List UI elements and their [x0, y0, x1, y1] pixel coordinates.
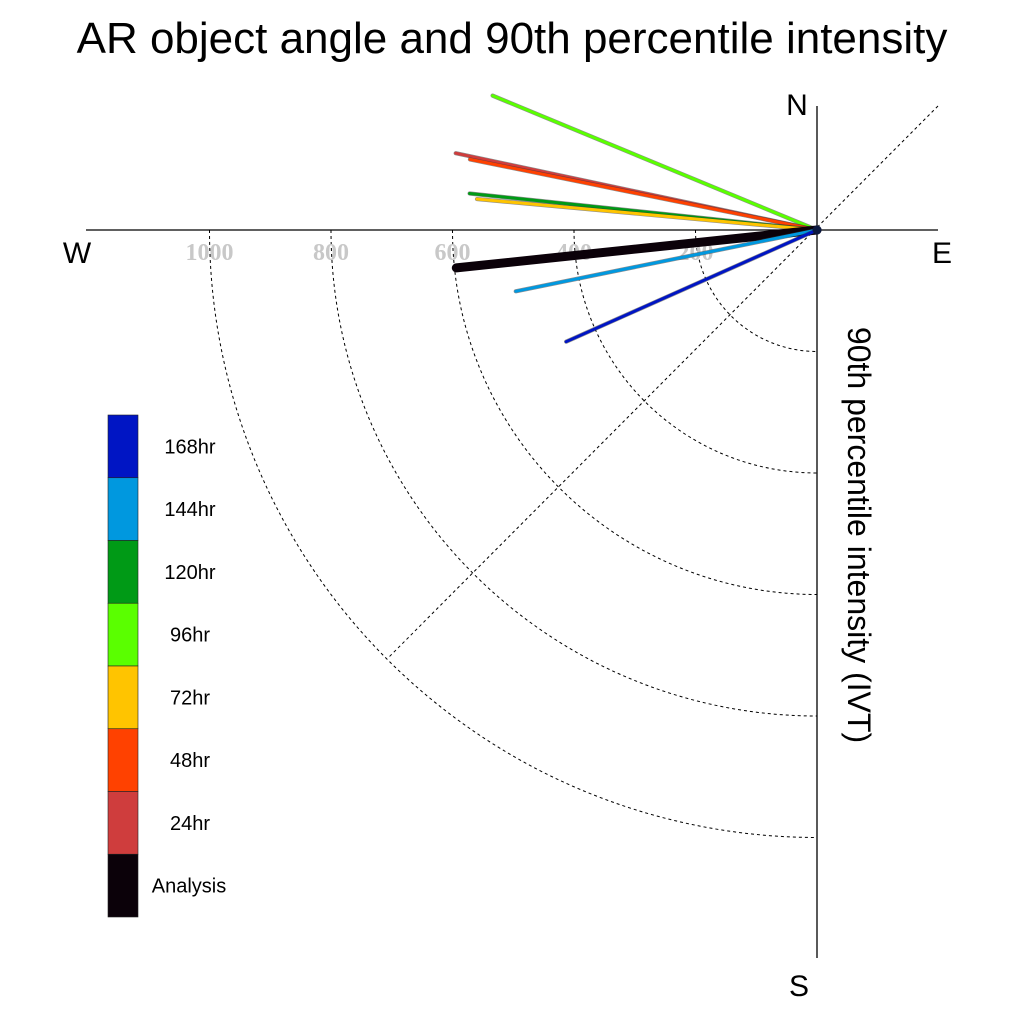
ring-800	[330, 229, 818, 717]
ring-label-1000: 1000	[186, 240, 234, 266]
compass-east: E	[932, 237, 952, 270]
vector-48hr	[468, 157, 819, 232]
compass-south: S	[789, 970, 809, 1003]
legend-swatch-120hr	[107, 540, 139, 604]
legend-swatch-72hr	[107, 665, 139, 730]
ring-label-800: 800	[313, 240, 349, 266]
radial-tick-labels: 2004006008001000	[186, 240, 714, 266]
legend-swatch-48hr	[107, 728, 139, 792]
legend-swatch-24hr	[107, 791, 139, 855]
compass-west: W	[63, 237, 92, 270]
legend: 168hr 144hr 120hr 96hr 72hr 48hr 24hr Analysis	[107, 414, 226, 918]
legend-swatch-168hr	[107, 414, 139, 479]
chart-title: AR object angle and 90th percentile inte…	[76, 14, 948, 63]
legend-label-48hr: 48hr	[170, 750, 210, 772]
legend-swatch-Analysis	[107, 853, 139, 918]
legend-label-Analysis: Analysis	[152, 876, 226, 898]
vector-168hr	[564, 228, 819, 344]
vector-Analysis	[451, 225, 822, 273]
ring-200	[695, 229, 818, 352]
compass-north: N	[786, 89, 808, 122]
vector-72hr	[475, 197, 819, 232]
legend-label-72hr: 72hr	[170, 687, 210, 709]
radial-grid-rings	[209, 229, 818, 838]
diagonal-grid-line	[387, 105, 939, 659]
vector-96hr	[491, 94, 819, 232]
legend-label-120hr: 120hr	[164, 562, 215, 584]
ring-label-600: 600	[435, 240, 471, 266]
ring-600	[452, 229, 818, 595]
legend-label-168hr: 168hr	[164, 436, 215, 458]
legend-label-96hr: 96hr	[170, 625, 210, 647]
vector-series	[451, 93, 822, 344]
legend-swatch-144hr	[107, 477, 139, 541]
legend-label-24hr: 24hr	[170, 813, 210, 835]
legend-swatch-96hr	[107, 602, 139, 667]
origin-marker	[812, 225, 822, 235]
ring-1000	[209, 229, 818, 838]
vector-144hr	[514, 228, 819, 293]
legend-label-144hr: 144hr	[164, 499, 215, 521]
ring-400	[573, 229, 818, 474]
radial-axis-title: 90th percentile intensity (IVT)	[841, 327, 877, 743]
